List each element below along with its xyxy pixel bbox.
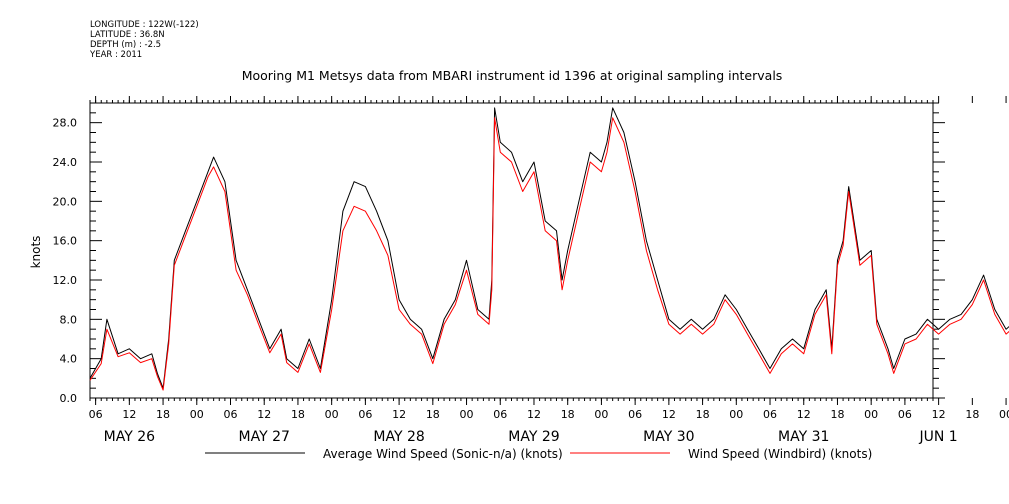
x-hour-tick-label: 12 — [122, 408, 136, 421]
metadata-block: LONGITUDE : 122W(-122) LATITUDE : 36.8N … — [90, 20, 199, 60]
y-tick-label: 8.0 — [60, 313, 78, 326]
y-tick-label: 16.0 — [53, 235, 78, 248]
x-hour-tick-label: 18 — [426, 408, 440, 421]
y-axis-label: knots — [29, 236, 43, 269]
legend-label-series-1: Average Wind Speed (Sonic-n/a) (knots) — [323, 447, 563, 461]
legend-label-series-2: Wind Speed (Windbird) (knots) — [688, 447, 872, 461]
y-axis: 0.0 4.0 8.0 12.0 16.0 20.0 24.0 28.0 — [53, 117, 78, 405]
x-day-label: MAY 26 — [104, 429, 155, 445]
x-day-label: MAY 28 — [373, 429, 424, 445]
x-hour-tick-label: 06 — [89, 408, 103, 421]
x-hour-tick-label: 06 — [224, 408, 238, 421]
x-hour-tick-label: 06 — [898, 408, 912, 421]
x-hour-tick-label: 18 — [965, 408, 979, 421]
series-line-2 — [89, 117, 1009, 391]
year-text: YEAR : 2011 — [90, 50, 143, 60]
x-hour-tick-label: 00 — [729, 408, 743, 421]
depth-text: DEPTH (m) : -2.5 — [90, 40, 162, 50]
x-hour-tick-label: 06 — [628, 408, 642, 421]
x-hour-tick-label: 12 — [392, 408, 406, 421]
plot-frame — [89, 102, 934, 399]
x-hour-tick-label: 00 — [325, 408, 339, 421]
chart-title: Mooring M1 Metsys data from MBARI instru… — [242, 68, 783, 83]
x-day-label: MAY 29 — [508, 429, 559, 445]
x-hour-tick-label: 06 — [763, 408, 777, 421]
x-hour-tick-label: 00 — [460, 408, 474, 421]
series-layer — [89, 107, 1009, 391]
x-hour-tick-label: 00 — [864, 408, 878, 421]
longitude-text: LONGITUDE : 122W(-122) — [90, 20, 199, 30]
x-hour-tick-label: 00 — [999, 408, 1009, 421]
x-hour-tick-label: 18 — [561, 408, 575, 421]
y-tick-label: 20.0 — [53, 195, 78, 208]
y-tick-label: 24.0 — [53, 156, 78, 169]
x-hour-tick-label: 12 — [932, 408, 946, 421]
x-hour-tick-label: 18 — [291, 408, 305, 421]
y-tick-label: 12.0 — [53, 274, 78, 287]
latitude-text: LATITUDE : 36.8N — [90, 30, 165, 40]
x-hour-tick-label: 12 — [797, 408, 811, 421]
axis-ticks — [89, 96, 1007, 405]
legend: Average Wind Speed (Sonic-n/a) (knots) W… — [205, 447, 872, 461]
x-day-label: MAY 31 — [778, 429, 829, 445]
x-hour-tick-label: 18 — [156, 408, 170, 421]
x-day-label: MAY 27 — [239, 429, 290, 445]
y-tick-label: 4.0 — [60, 353, 78, 366]
x-hour-tick-label: 06 — [493, 408, 507, 421]
x-hour-tick-label: 00 — [594, 408, 608, 421]
x-hour-tick-label: 00 — [190, 408, 204, 421]
y-tick-label: 0.0 — [60, 392, 78, 405]
x-day-label: MAY 30 — [643, 429, 694, 445]
series-line-1 — [89, 107, 1009, 389]
x-hour-tick-label: 06 — [358, 408, 372, 421]
x-hour-tick-label: 18 — [830, 408, 844, 421]
y-tick-label: 28.0 — [53, 117, 78, 130]
x-day-label: JUN 1 — [919, 429, 958, 445]
x-hour-tick-label: 12 — [527, 408, 541, 421]
x-axis: 06 12 18 00 06 12 18 00 06 12 18 00 06 12 18 00 06 12 18 00… — [89, 408, 1009, 445]
x-hour-tick-label: 12 — [257, 408, 271, 421]
x-hour-tick-label: 12 — [662, 408, 676, 421]
x-hour-tick-label: 18 — [696, 408, 710, 421]
